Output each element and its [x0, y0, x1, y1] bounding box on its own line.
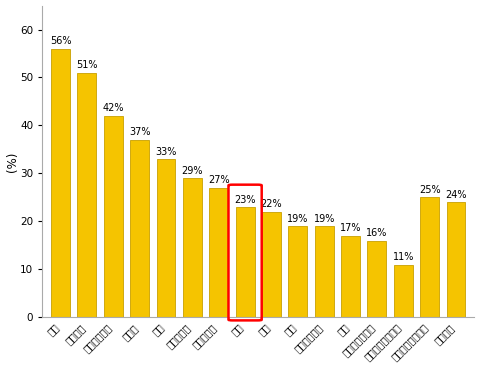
Text: 16%: 16%	[366, 228, 387, 238]
Text: 23%: 23%	[234, 195, 256, 205]
Bar	[341, 236, 360, 317]
Text: 19%: 19%	[313, 214, 335, 224]
Bar	[367, 241, 386, 317]
Text: 22%: 22%	[261, 199, 282, 209]
Bar	[236, 207, 254, 317]
Bar	[446, 202, 466, 317]
Bar	[104, 116, 123, 317]
Bar	[315, 226, 334, 317]
Text: 29%: 29%	[181, 166, 203, 176]
Text: 24%: 24%	[445, 190, 467, 200]
Text: 33%: 33%	[156, 146, 177, 157]
Bar	[51, 49, 70, 317]
Bar	[209, 188, 228, 317]
Text: 51%: 51%	[76, 60, 97, 70]
Bar	[288, 226, 307, 317]
Text: 37%: 37%	[129, 127, 150, 137]
Bar	[130, 140, 149, 317]
Bar	[420, 197, 439, 317]
Bar	[156, 159, 176, 317]
Y-axis label: (%): (%)	[6, 151, 19, 171]
Text: 11%: 11%	[393, 252, 414, 262]
Bar	[183, 178, 202, 317]
Bar	[394, 265, 413, 317]
Text: 19%: 19%	[287, 214, 309, 224]
Text: 27%: 27%	[208, 176, 229, 185]
Text: 25%: 25%	[419, 185, 441, 195]
Text: 17%: 17%	[340, 223, 361, 233]
Text: 56%: 56%	[50, 36, 72, 46]
Bar	[262, 212, 281, 317]
Bar	[77, 73, 96, 317]
Text: 42%: 42%	[103, 103, 124, 113]
